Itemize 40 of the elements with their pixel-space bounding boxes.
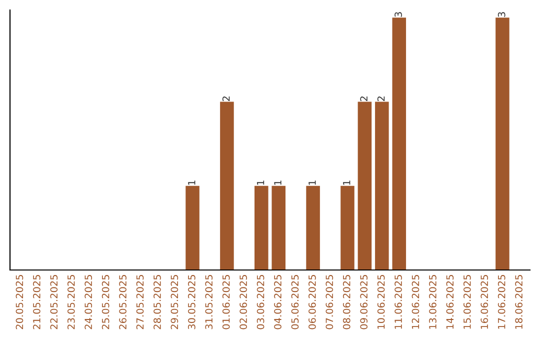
x-tick-label: 02.06.2025 <box>240 275 247 330</box>
x-tick-label: 27.05.2025 <box>136 275 144 330</box>
data-label: 2 <box>377 96 385 102</box>
x-tick-label: 13.06.2025 <box>429 275 436 329</box>
data-label: 1 <box>256 180 264 185</box>
x-tick-label: 28.05.2025 <box>154 275 161 330</box>
x-tick-label: 21.05.2025 <box>33 275 40 330</box>
x-tick-label: 03.06.2025 <box>256 275 264 330</box>
data-label: 1 <box>343 180 350 185</box>
data-label: 2 <box>360 96 368 102</box>
x-tick-label: 14.06.2025 <box>446 275 454 329</box>
x-tick-label: 01.06.2025 <box>222 275 230 330</box>
x-tick-label: 10.06.2025 <box>377 275 385 329</box>
x-tick-label: 16.06.2025 <box>480 275 488 329</box>
x-tick-label: 25.05.2025 <box>102 275 110 330</box>
x-tick-label: 18.06.2025 <box>515 275 522 329</box>
data-label: 1 <box>188 180 196 185</box>
x-tick-label: 20.05.2025 <box>16 275 24 330</box>
data-label: 1 <box>308 180 316 185</box>
x-tick-label: 07.06.2025 <box>326 275 334 330</box>
data-label: 2 <box>222 96 230 102</box>
x-tick-label: 23.05.2025 <box>67 275 75 330</box>
x-tick-label: 12.06.2025 <box>412 275 420 329</box>
x-tick-label: 30.05.2025 <box>188 275 196 330</box>
x-tick-label: 15.06.2025 <box>463 275 471 329</box>
data-label: 1 <box>274 180 282 185</box>
x-tick-label: 05.06.2025 <box>291 275 299 330</box>
x-tick-label: 24.05.2025 <box>84 275 92 330</box>
x-tick-label: 11.06.2025 <box>394 275 402 329</box>
x-tick-label: 06.06.2025 <box>308 275 316 330</box>
x-tick-label: 31.05.2025 <box>205 275 213 330</box>
x-tick-label: 09.06.2025 <box>360 275 368 330</box>
data-label: 3 <box>394 12 402 17</box>
data-label: 3 <box>498 12 506 17</box>
x-tick-label: 22.05.2025 <box>50 275 58 330</box>
x-tick-label: 26.05.2025 <box>119 275 126 330</box>
x-tick-label: 17.06.2025 <box>498 275 506 329</box>
x-tick-label: 04.06.2025 <box>274 275 282 330</box>
x-tick-label: 29.05.2025 <box>170 275 178 330</box>
x-tick-label: 08.06.2025 <box>342 275 350 330</box>
